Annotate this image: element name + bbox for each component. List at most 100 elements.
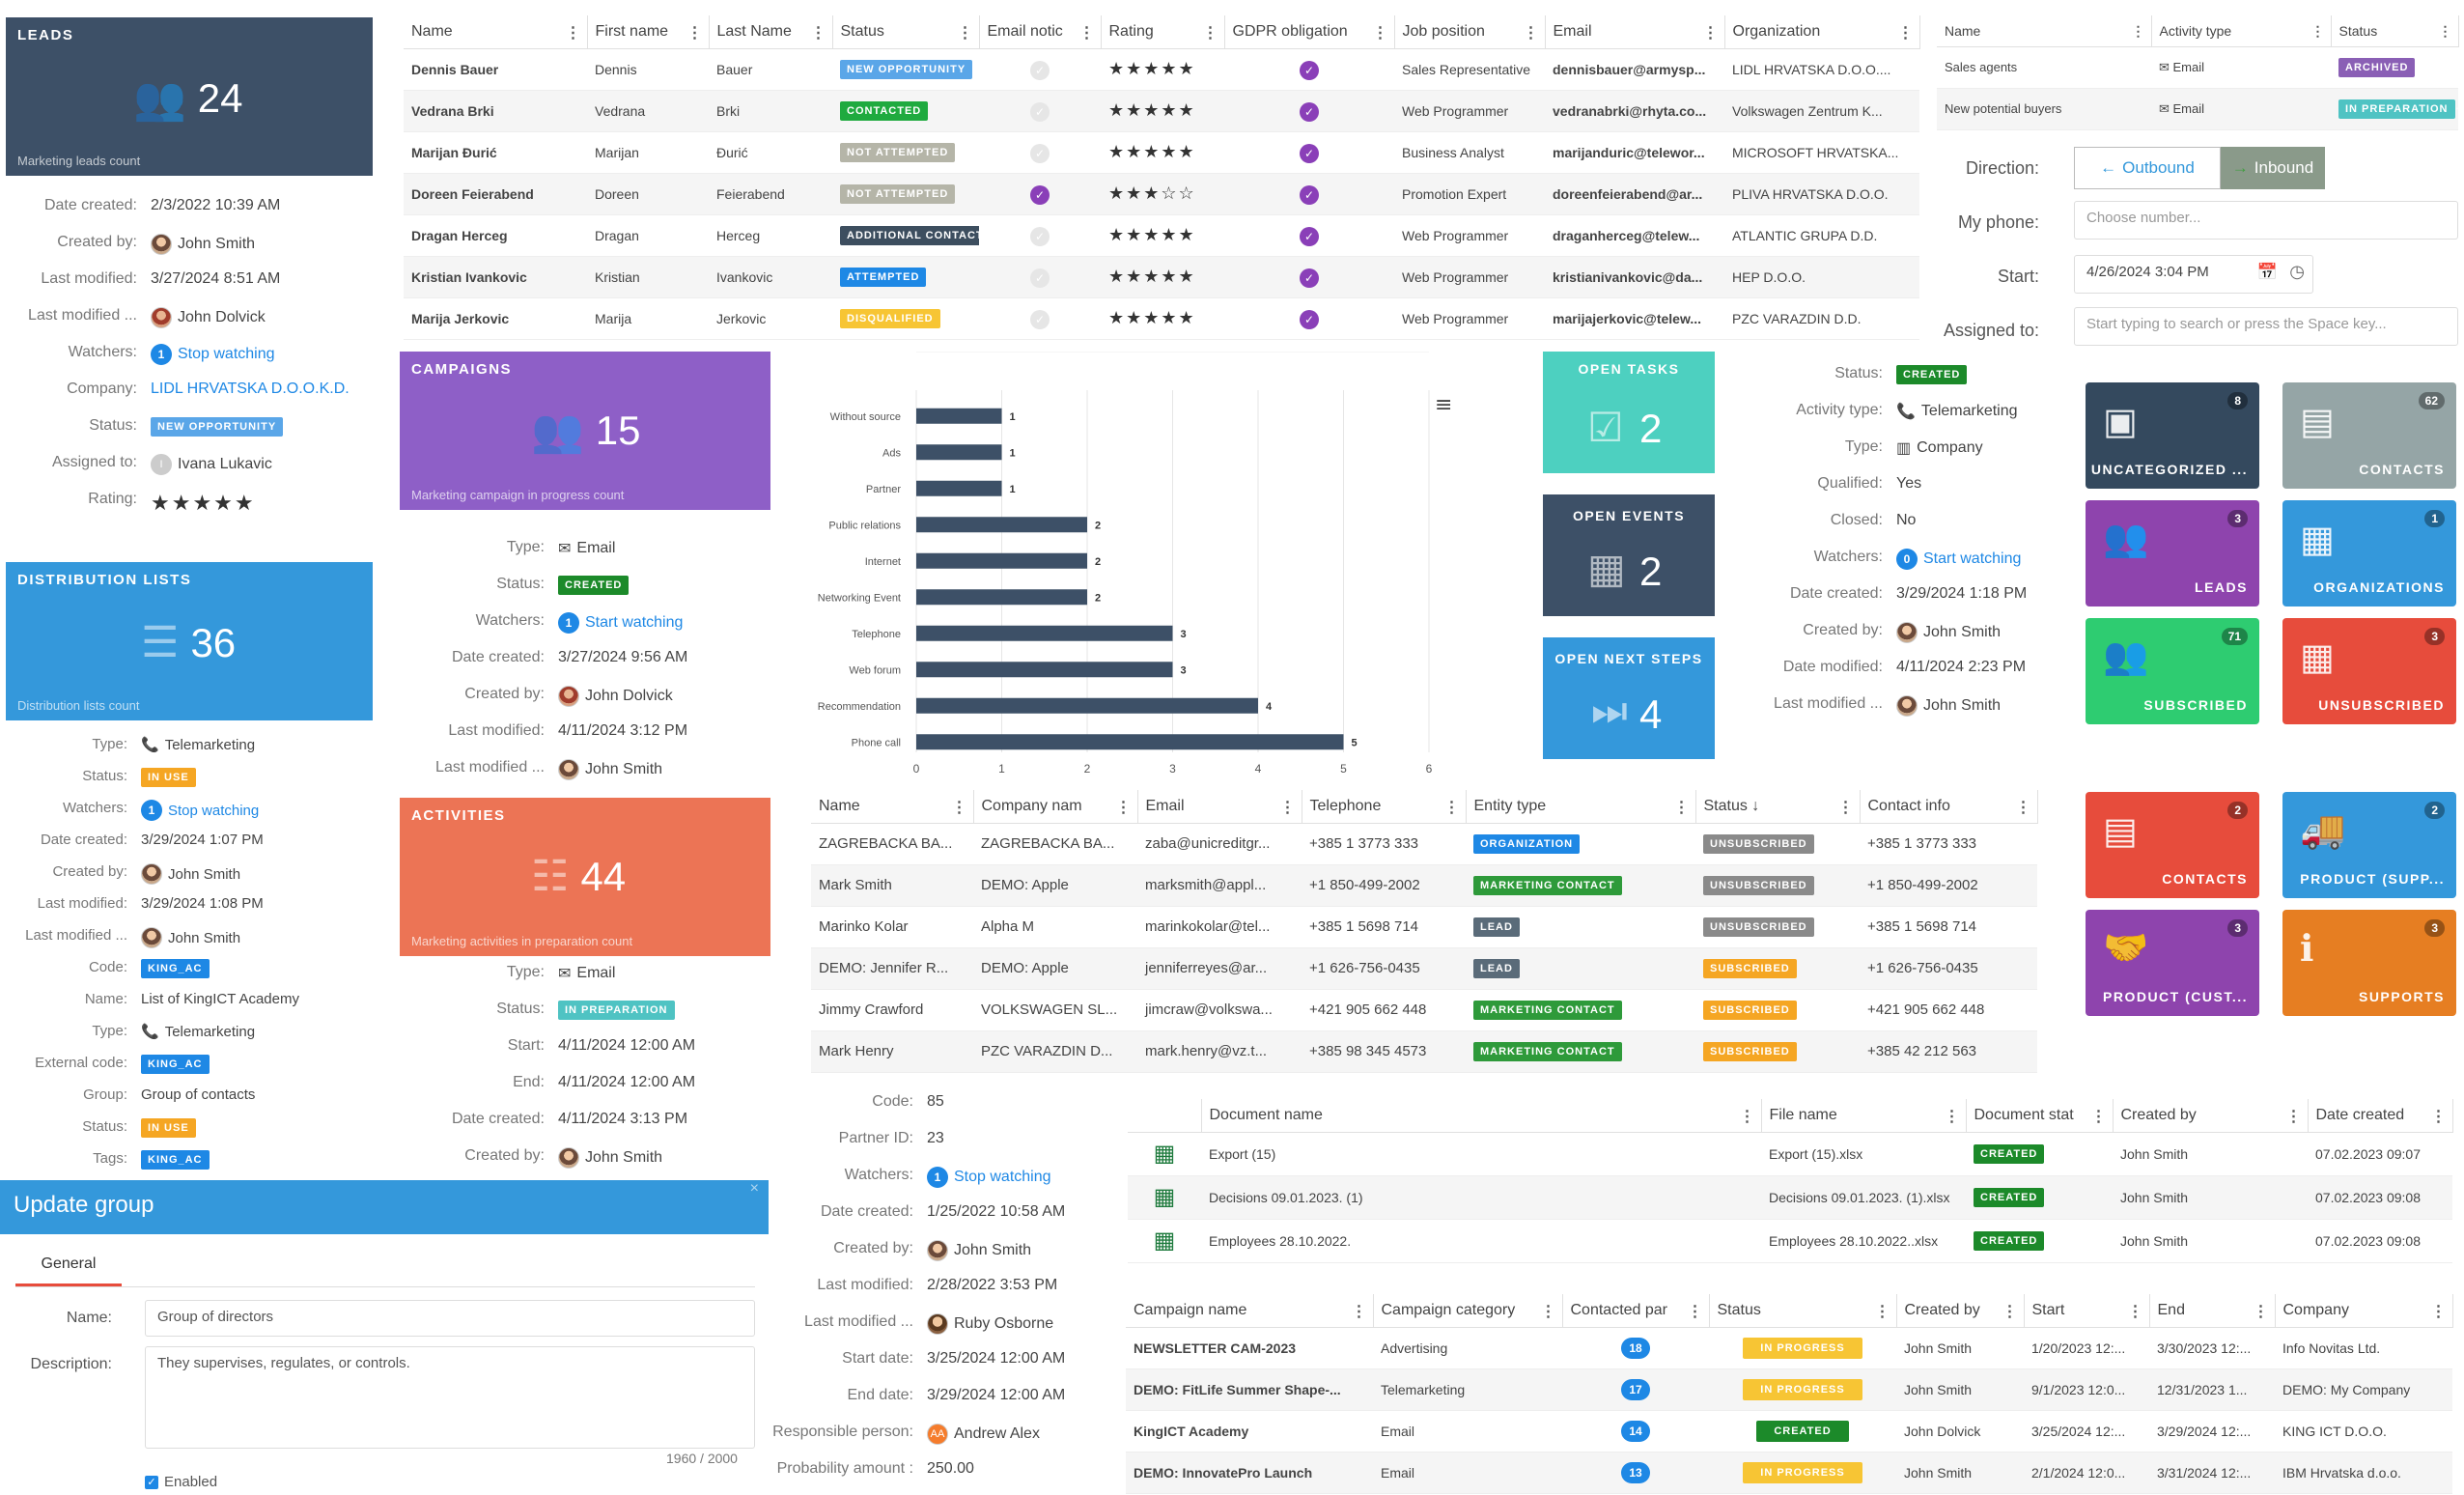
column-menu-icon[interactable]: ⋮ xyxy=(2438,23,2452,39)
watch-toggle-link[interactable]: Stop watching xyxy=(168,802,260,819)
column-header[interactable]: Entity type ⋮ xyxy=(1466,790,1696,824)
column-menu-icon[interactable]: ⋮ xyxy=(2015,800,2031,816)
table-row[interactable]: DEMO: Jennifer R... DEMO: Apple jenniferre… xyxy=(811,947,2037,990)
column-menu-icon[interactable]: ⋮ xyxy=(565,25,581,42)
tab-general[interactable]: General xyxy=(15,1246,122,1286)
column-header[interactable]: Created by ⋮ xyxy=(1896,1294,2025,1328)
name-field[interactable]: Group of directors xyxy=(145,1300,755,1337)
column-menu-icon[interactable]: ⋮ xyxy=(1351,1304,1367,1320)
column-menu-icon[interactable]: ⋮ xyxy=(1837,800,1854,816)
column-menu-icon[interactable]: ⋮ xyxy=(951,800,967,816)
column-header[interactable]: Status ⋮ xyxy=(1709,1294,1897,1328)
phone-select[interactable]: Choose number... xyxy=(2074,201,2458,240)
column-menu-icon[interactable]: ⋮ xyxy=(1372,25,1388,42)
column-menu-icon[interactable]: ⋮ xyxy=(2127,1304,2143,1320)
segment-tile[interactable]: 🤝 3 PRODUCT (CUST... xyxy=(2086,910,2259,1016)
column-header[interactable]: Document stat ⋮ xyxy=(1966,1099,2114,1133)
enabled-checkbox[interactable]: ✓ Enabled xyxy=(145,1474,217,1490)
column-header[interactable]: Date created ⋮ xyxy=(2308,1099,2453,1133)
table-row[interactable]: Doreen Feierabend Doreen Feierabend NOT ATT… xyxy=(404,173,1919,215)
table-row[interactable]: Dragan Herceg Dragan Herceg ADDITIONAL CONT… xyxy=(404,214,1919,257)
column-menu-icon[interactable]: ⋮ xyxy=(2253,1304,2269,1320)
column-header[interactable]: Name ⋮ xyxy=(811,790,974,824)
column-header[interactable]: Status ↓ ⋮ xyxy=(1695,790,1861,824)
column-header[interactable]: End ⋮ xyxy=(2149,1294,2276,1328)
segment-tile[interactable]: ℹ 3 SUPPORTS xyxy=(2282,910,2456,1016)
column-header[interactable]: First name ⋮ xyxy=(587,15,710,49)
column-menu-icon[interactable]: ⋮ xyxy=(686,25,703,42)
column-header[interactable]: Rating ⋮ xyxy=(1101,15,1225,49)
segment-tile[interactable]: ▤ 62 CONTACTS xyxy=(2282,382,2456,489)
column-menu-icon[interactable]: ⋮ xyxy=(1874,1304,1890,1320)
segment-tile[interactable]: ▣ 8 UNCATEGORIZED ... xyxy=(2086,382,2259,489)
column-header[interactable]: GDPR obligation ⋮ xyxy=(1224,15,1395,49)
column-menu-icon[interactable]: ⋮ xyxy=(2090,1109,2107,1125)
segment-tile[interactable]: ▤ 2 CONTACTS xyxy=(2086,792,2259,898)
column-header[interactable]: Contact info ⋮ xyxy=(1860,790,2038,824)
column-header[interactable]: Job position ⋮ xyxy=(1394,15,1546,49)
clock-icon[interactable]: ◷ xyxy=(2289,262,2305,281)
column-menu-icon[interactable]: ⋮ xyxy=(957,25,973,42)
column-menu-icon[interactable]: ⋮ xyxy=(1279,800,1296,816)
column-menu-icon[interactable]: ⋮ xyxy=(1523,25,1539,42)
column-menu-icon[interactable]: ⋮ xyxy=(1739,1109,1755,1125)
table-row[interactable]: ▦ Employees 28.10.2022. Employees 28.10.20… xyxy=(1128,1219,2452,1263)
column-menu-icon[interactable]: ⋮ xyxy=(2131,23,2145,39)
column-header[interactable]: Document name ⋮ xyxy=(1201,1099,1762,1133)
open-tasks-card[interactable]: OPEN TASKS ☑ 2 xyxy=(1543,352,1715,473)
segment-tile[interactable]: ▦ 1 ORGANIZATIONS xyxy=(2282,500,2456,606)
table-row[interactable]: NEWSLETTER CAM-2023 Advertising 18 IN PROGR… xyxy=(1126,1327,2452,1369)
open-next-steps-card[interactable]: OPEN NEXT STEPS ⏭ 4 xyxy=(1543,637,1715,759)
column-menu-icon[interactable]: ⋮ xyxy=(1897,25,1914,42)
column-menu-icon[interactable]: ⋮ xyxy=(1944,1109,1960,1125)
column-menu-icon[interactable]: ⋮ xyxy=(2285,1109,2302,1125)
open-events-card[interactable]: OPEN EVENTS ▦ 2 xyxy=(1543,494,1715,616)
calendar-icon[interactable]: 📅 xyxy=(2256,263,2278,281)
column-header[interactable]: Start ⋮ xyxy=(2024,1294,2150,1328)
watch-toggle-link[interactable]: Start watching xyxy=(1923,550,2022,567)
column-menu-icon[interactable]: ⋮ xyxy=(1687,1304,1703,1320)
distribution-lists-card[interactable]: DISTRIBUTION LISTS ☰ 36 Distribution lis… xyxy=(6,562,373,720)
column-header[interactable]: Name ⋮ xyxy=(1937,15,2152,47)
close-icon[interactable]: × xyxy=(749,1180,759,1197)
column-menu-icon[interactable]: ⋮ xyxy=(1202,25,1218,42)
column-header[interactable]: Company ⋮ xyxy=(2275,1294,2453,1328)
table-row[interactable]: Mark Henry PZC VARAZDIN D... mark.henry@vz… xyxy=(811,1030,2037,1073)
table-row[interactable]: DEMO: FitLife Summer Shape-... Telemarket… xyxy=(1126,1368,2452,1411)
column-header[interactable]: Campaign category ⋮ xyxy=(1373,1294,1563,1328)
activities-card[interactable]: ACTIVITIES ☷ 44 Marketing activities in … xyxy=(400,798,770,956)
column-menu-icon[interactable]: ⋮ xyxy=(2430,1109,2447,1125)
table-row[interactable]: New potential buyers ✉ Email IN PREPARATIO… xyxy=(1937,88,2458,130)
column-header[interactable]: Organization ⋮ xyxy=(1724,15,1920,49)
description-field[interactable]: They supervises, regulates, or controls. xyxy=(145,1346,755,1449)
start-datetime-field[interactable]: 4/26/2024 3:04 PM 📅 ◷ xyxy=(2074,255,2313,294)
outbound-button[interactable]: ← Outbound xyxy=(2074,147,2221,189)
column-menu-icon[interactable]: ⋮ xyxy=(810,25,826,42)
column-header[interactable]: Activity type ⋮ xyxy=(2151,15,2332,47)
column-menu-icon[interactable]: ⋮ xyxy=(1078,25,1095,42)
column-header[interactable]: Name ⋮ xyxy=(404,15,588,49)
column-menu-icon[interactable]: ⋮ xyxy=(1443,800,1460,816)
table-row[interactable]: Jimmy Crawford VOLKSWAGEN SL... jimcraw@vo… xyxy=(811,989,2037,1031)
table-row[interactable]: DEMO: InnovatePro Launch Email 13 IN PROGRE… xyxy=(1126,1452,2452,1494)
column-header[interactable]: Email ⋮ xyxy=(1137,790,1302,824)
field-value-text[interactable]: LIDL HRVATSKA D.O.O.K.D. xyxy=(151,381,350,397)
column-header[interactable]: Contacted par ⋮ xyxy=(1562,1294,1710,1328)
segment-tile[interactable]: 👥 71 SUBSCRIBED xyxy=(2086,618,2259,724)
segment-tile[interactable]: 🚚 2 PRODUCT (SUPP... xyxy=(2282,792,2456,898)
segment-tile[interactable]: ▦ 3 UNSUBSCRIBED xyxy=(2282,618,2456,724)
table-row[interactable]: ZAGREBACKA BA... ZAGREBACKA BA... zaba@uni… xyxy=(811,823,2037,865)
column-menu-icon[interactable]: ⋮ xyxy=(2002,1304,2018,1320)
table-row[interactable]: Marija Jerkovic Marija Jerkovic DISQUALIFIE… xyxy=(404,297,1919,340)
column-header[interactable]: Email notic ⋮ xyxy=(979,15,1102,49)
hamburger-menu-icon[interactable]: ≡ xyxy=(1435,393,1452,417)
table-row[interactable]: Vedrana BrkiVedranaBrkiCONTACTED✓✓★★★★★✓… xyxy=(404,90,1919,132)
segment-tile[interactable]: 👥 3 LEADS xyxy=(2086,500,2259,606)
assigned-search-input[interactable]: Start typing to search or press the Spac… xyxy=(2074,307,2458,346)
column-header[interactable]: Status ⋮ xyxy=(832,15,980,49)
column-header[interactable]: Created by ⋮ xyxy=(2113,1099,2309,1133)
column-menu-icon[interactable]: ⋮ xyxy=(2430,1304,2447,1320)
inbound-button[interactable]: → Inbound xyxy=(2221,147,2325,189)
